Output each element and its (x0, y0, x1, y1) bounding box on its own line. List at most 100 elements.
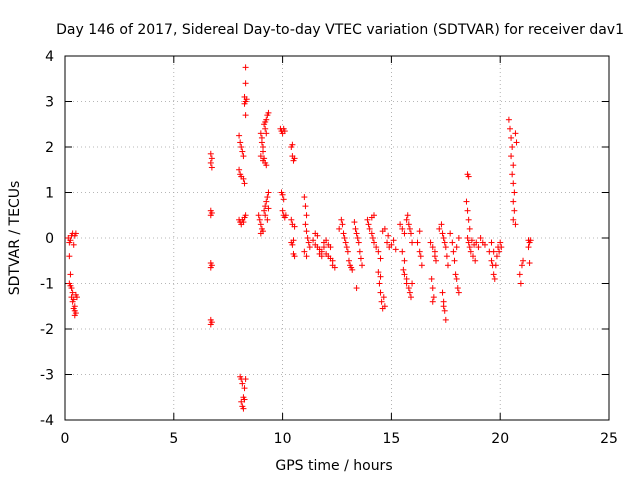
data-point (466, 225, 473, 232)
data-point (520, 257, 527, 264)
data-point (310, 237, 317, 244)
data-point (207, 264, 214, 271)
data-point (207, 159, 214, 166)
data-point (239, 380, 246, 387)
data-point (505, 116, 512, 123)
data-point (450, 248, 457, 255)
data-point (401, 230, 408, 237)
data-point (291, 253, 298, 260)
data-point (304, 235, 311, 241)
data-point (303, 212, 310, 219)
data-point (238, 144, 245, 150)
data-point (236, 166, 243, 173)
data-point (241, 385, 248, 392)
data-point (465, 173, 472, 180)
data-point (493, 253, 500, 260)
data-point (439, 289, 446, 296)
data-point (442, 244, 449, 251)
data-point (384, 239, 391, 246)
y-tick-label: 3 (45, 95, 54, 111)
data-point (289, 241, 296, 248)
data-point (291, 155, 298, 162)
x-tick-label: 0 (61, 431, 70, 447)
data-point (430, 294, 437, 301)
data-point (306, 244, 313, 251)
data-point (429, 285, 436, 292)
data-point (527, 237, 534, 244)
data-point (438, 221, 445, 228)
data-point (301, 194, 308, 201)
data-point (282, 212, 289, 219)
data-point (240, 153, 247, 160)
data-point (406, 225, 413, 232)
data-point (477, 235, 484, 241)
data-point (392, 246, 399, 253)
data-point (452, 271, 459, 278)
data-point (429, 298, 436, 305)
data-point (240, 175, 247, 182)
y-axis-label: SDTVAR / TECUs (7, 181, 23, 296)
data-point (510, 198, 517, 205)
data-point (488, 239, 495, 246)
data-point (241, 180, 248, 187)
data-point (318, 253, 325, 260)
data-point (511, 207, 518, 214)
data-point (496, 248, 503, 255)
data-point (427, 239, 434, 246)
data-point (258, 134, 265, 141)
data-point (380, 294, 387, 301)
data-point (369, 235, 376, 241)
data-point (431, 253, 438, 260)
y-tick-label: 1 (45, 186, 54, 202)
x-tick-label: 20 (491, 431, 509, 447)
data-point (241, 396, 248, 403)
data-point (433, 257, 440, 264)
data-point (509, 171, 516, 178)
data-point (377, 273, 384, 280)
data-point (509, 144, 516, 150)
data-point (498, 244, 505, 251)
data-point (262, 125, 269, 132)
data-point (376, 280, 383, 287)
data-point (289, 141, 296, 148)
data-point (416, 228, 423, 235)
data-point (351, 219, 358, 226)
data-point (429, 244, 436, 251)
data-point (492, 262, 499, 269)
data-point (453, 275, 460, 282)
data-point (68, 285, 75, 292)
data-point (241, 100, 248, 107)
data-point (417, 253, 424, 260)
data-point (510, 162, 517, 169)
data-point (455, 235, 462, 241)
chart-title: Day 146 of 2017, Sidereal Day-to-day VTE… (56, 22, 624, 38)
data-point (454, 285, 461, 292)
data-point (291, 223, 298, 230)
y-tick-label: -1 (40, 277, 54, 293)
data-point (263, 198, 270, 205)
data-point (331, 264, 338, 271)
data-point (447, 230, 454, 237)
data-point (491, 275, 498, 282)
y-tick-label: 2 (45, 140, 54, 156)
data-point (512, 221, 519, 228)
data-point (472, 257, 479, 264)
data-point (414, 239, 421, 246)
data-point (207, 321, 214, 328)
y-tick-label: -2 (40, 322, 54, 338)
data-point (370, 239, 377, 246)
data-point (263, 162, 270, 169)
data-point (377, 289, 384, 296)
data-point (207, 150, 214, 157)
data-point (444, 262, 451, 269)
data-point (517, 280, 524, 287)
data-point (466, 244, 473, 251)
data-point (409, 280, 416, 287)
data-point (265, 109, 272, 116)
data-point (400, 266, 407, 273)
data-point (353, 285, 360, 292)
data-point (305, 239, 312, 246)
data-point (336, 225, 343, 232)
data-point (345, 257, 352, 264)
